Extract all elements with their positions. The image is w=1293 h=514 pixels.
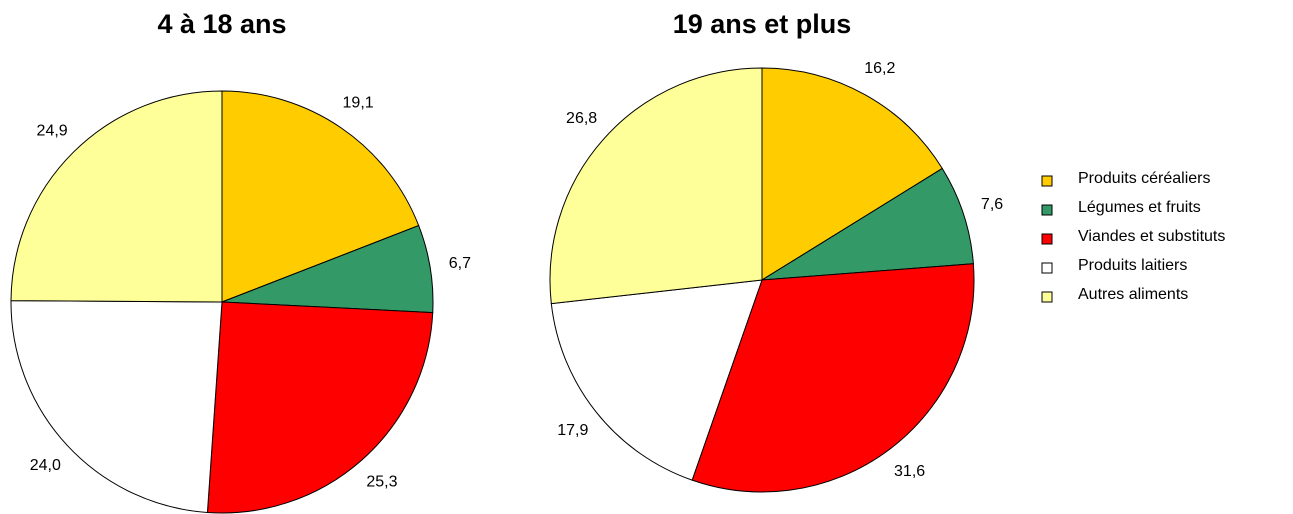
data-label: 19,1: [343, 94, 374, 111]
legend-label: Autres aliments: [1078, 286, 1188, 303]
data-label: 26,8: [566, 110, 597, 127]
pie-slice: [761, 67, 943, 281]
pie-slice: [550, 279, 763, 481]
chart-title: 4 à 18 ans: [157, 9, 286, 39]
legend-label: Produits laitiers: [1078, 257, 1187, 274]
pie-slice: [549, 67, 763, 305]
data-label: 24,0: [30, 457, 61, 474]
data-label: 24,9: [37, 122, 68, 139]
data-label: 16,2: [864, 60, 895, 77]
legend-label: Produits céréaliers: [1078, 170, 1211, 187]
legend-label: Viandes et substituts: [1078, 228, 1225, 245]
data-label: 17,9: [557, 422, 588, 439]
pie-slice: [761, 167, 974, 281]
chart-title: 19 ans et plus: [673, 9, 852, 39]
pie-slice: [10, 300, 223, 514]
pie-slice: [10, 90, 223, 303]
legend-label: Légumes et fruits: [1078, 199, 1201, 216]
legend-swatch: [1041, 175, 1053, 187]
legend-swatch: [1041, 291, 1053, 303]
data-label: 25,3: [366, 473, 397, 490]
data-label: 31,6: [894, 463, 925, 480]
legend-swatch: [1041, 262, 1053, 274]
data-label: 6,7: [449, 255, 471, 272]
legend-swatch: [1041, 204, 1053, 216]
data-label: 7,6: [981, 196, 1003, 213]
pie-slice: [221, 90, 420, 303]
pie-slice: [691, 263, 975, 493]
legend-swatch: [1041, 233, 1053, 245]
pie-slice: [206, 301, 434, 514]
